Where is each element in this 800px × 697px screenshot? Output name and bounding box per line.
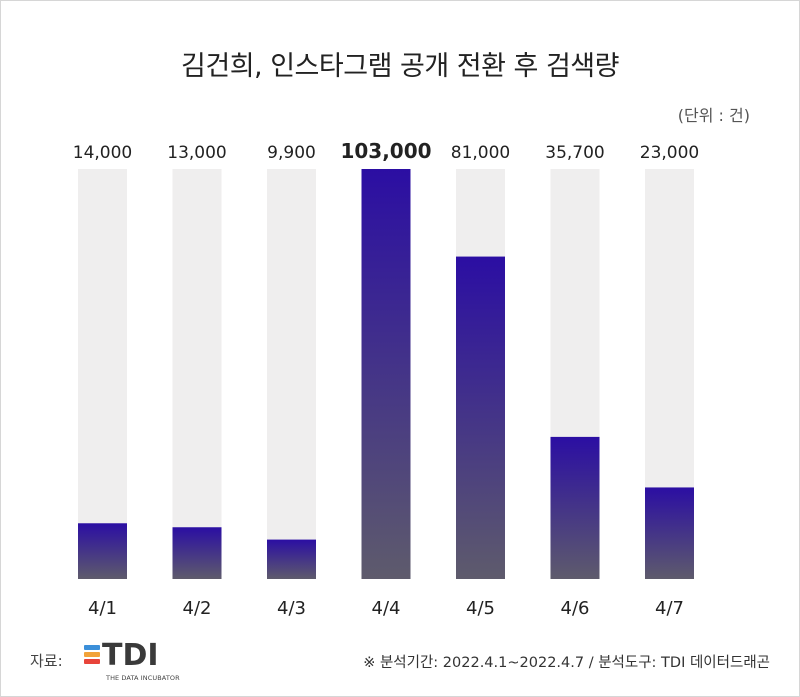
logo-subtext: THE DATA INCUBATOR — [106, 674, 180, 682]
bar-5 — [456, 256, 505, 579]
logo-text: TDI — [102, 638, 159, 673]
value-label-4: 103,000 — [340, 139, 431, 163]
value-label-6: 35,700 — [545, 143, 604, 163]
value-label-2: 13,000 — [167, 143, 226, 163]
value-label-1: 14,000 — [73, 143, 132, 163]
bar-chart: 14,000 4/1 13,000 4/2 9,900 4/3 103,000 4/4 81,0… — [73, 139, 699, 619]
bar-2 — [172, 527, 222, 579]
logo-stripes — [84, 645, 100, 671]
bar-4 — [361, 169, 411, 579]
source-label: 자료: — [30, 652, 63, 670]
value-label-5: 81,000 — [451, 143, 510, 163]
category-label-4: 4/4 — [372, 598, 401, 619]
bar-7 — [645, 487, 694, 579]
category-label-3: 4/3 — [277, 598, 306, 619]
category-label-6: 4/6 — [561, 598, 590, 619]
bar-track-2 — [172, 169, 222, 579]
bar-track-1 — [78, 169, 127, 579]
chart-title: 김건희, 인스타그램 공개 전환 후 검색량 — [181, 51, 619, 82]
value-label-7: 23,000 — [640, 143, 699, 163]
category-label-5: 4/5 — [466, 598, 495, 619]
category-label-1: 4/1 — [88, 598, 117, 619]
unit-label: (단위 : 건) — [677, 106, 750, 125]
bar-6 — [550, 436, 600, 579]
value-label-3: 9,900 — [267, 143, 316, 163]
bar-1 — [78, 523, 127, 579]
bar-track-3 — [267, 169, 316, 579]
analysis-note: ※ 분석기간: 2022.4.1~2022.4.7 / 분석도구: TDI 데이… — [363, 655, 770, 671]
category-label-2: 4/2 — [183, 598, 212, 619]
tdi-logo: TDI THE DATA INCUBATOR — [84, 638, 180, 683]
bar-3 — [267, 539, 316, 579]
category-label-7: 4/7 — [655, 598, 684, 619]
